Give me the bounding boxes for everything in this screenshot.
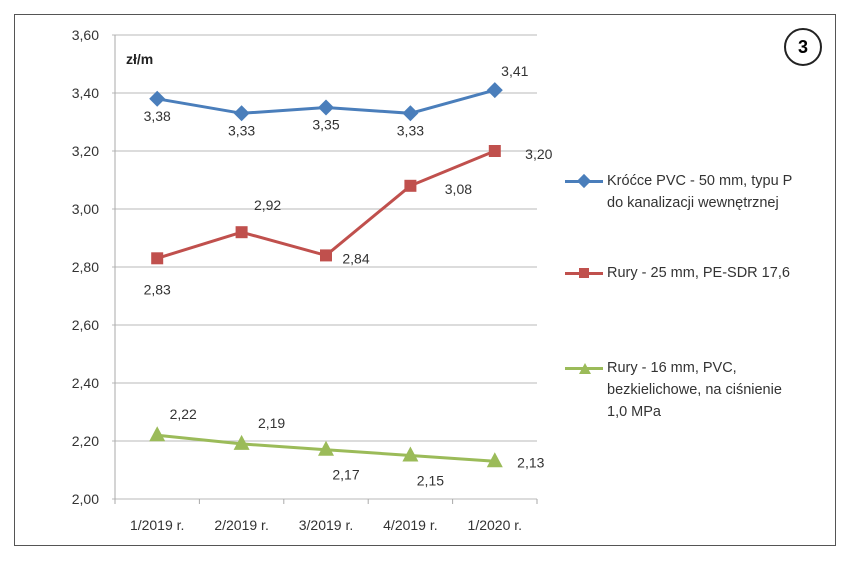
data-label: 2,92 [254, 197, 281, 213]
y-tick-label: 2,00 [72, 491, 99, 507]
y-tick-label: 2,80 [72, 259, 99, 275]
data-label: 3,33 [397, 122, 424, 138]
data-point-square [235, 226, 248, 239]
data-point-diamond [486, 82, 503, 99]
y-tick-label: 3,60 [72, 27, 99, 43]
data-point-diamond [402, 105, 419, 122]
data-label: 3,20 [525, 146, 552, 162]
x-tick-label: 1/2020 r. [468, 517, 523, 533]
y-tick-label: 3,20 [72, 143, 99, 159]
data-label: 3,38 [144, 108, 171, 124]
data-label: 2,15 [417, 473, 444, 489]
data-label: 2,84 [342, 250, 369, 266]
y-tick-label: 2,60 [72, 317, 99, 333]
x-tick-label: 2/2019 r. [214, 517, 269, 533]
x-tick-label: 3/2019 r. [299, 517, 354, 533]
legend-item-krocce-pvc: Króćce PVC - 50 mm, typu P do kanalizacj… [565, 170, 792, 214]
legend-label: Króćce PVC - 50 mm, typu P do kanalizacj… [607, 173, 793, 211]
data-point-diamond [233, 105, 250, 122]
x-tick-label: 1/2019 r. [130, 517, 185, 533]
chart-frame [14, 14, 836, 546]
data-point-square [320, 249, 332, 262]
data-label: 2,22 [170, 406, 197, 422]
data-label: 3,08 [445, 181, 472, 197]
y-tick-label: 2,40 [72, 375, 99, 391]
y-tick-label: 3,40 [72, 85, 99, 101]
data-label: 3,35 [312, 117, 339, 133]
legend-label: Rury - 16 mm, PVC, bezkielichowe, na ciś… [607, 360, 782, 420]
data-label: 2,13 [517, 454, 544, 470]
data-point-triangle [233, 434, 250, 450]
data-label: 2,19 [258, 415, 285, 431]
legend-item-rury-25mm: Rury - 25 mm, PE-SDR 17,6 [565, 262, 790, 284]
data-point-triangle [318, 440, 334, 456]
data-point-triangle [149, 426, 166, 442]
data-point-triangle [402, 446, 419, 462]
data-point-diamond [318, 99, 334, 116]
data-point-square [488, 145, 501, 157]
data-label: 2,83 [144, 281, 171, 297]
y-tick-label: 3,00 [72, 201, 99, 217]
series-line [156, 149, 496, 260]
data-label: 3,41 [501, 63, 528, 79]
data-point-square [404, 179, 417, 192]
data-label: 3,33 [228, 122, 255, 138]
y-axis-unit: zł/m [126, 51, 153, 67]
legend-label: Rury - 25 mm, PE-SDR 17,6 [607, 265, 790, 281]
x-tick-label: 4/2019 r. [383, 517, 438, 533]
data-label: 2,17 [332, 467, 359, 483]
y-tick-label: 2,20 [72, 433, 99, 449]
figure-number-badge: 3 [784, 28, 822, 66]
data-point-triangle [486, 452, 503, 468]
data-point-square [151, 252, 164, 265]
legend-item-rury-16mm: Rury - 16 mm, PVC, bezkielichowe, na ciś… [565, 357, 782, 423]
data-point-diamond [149, 90, 166, 107]
